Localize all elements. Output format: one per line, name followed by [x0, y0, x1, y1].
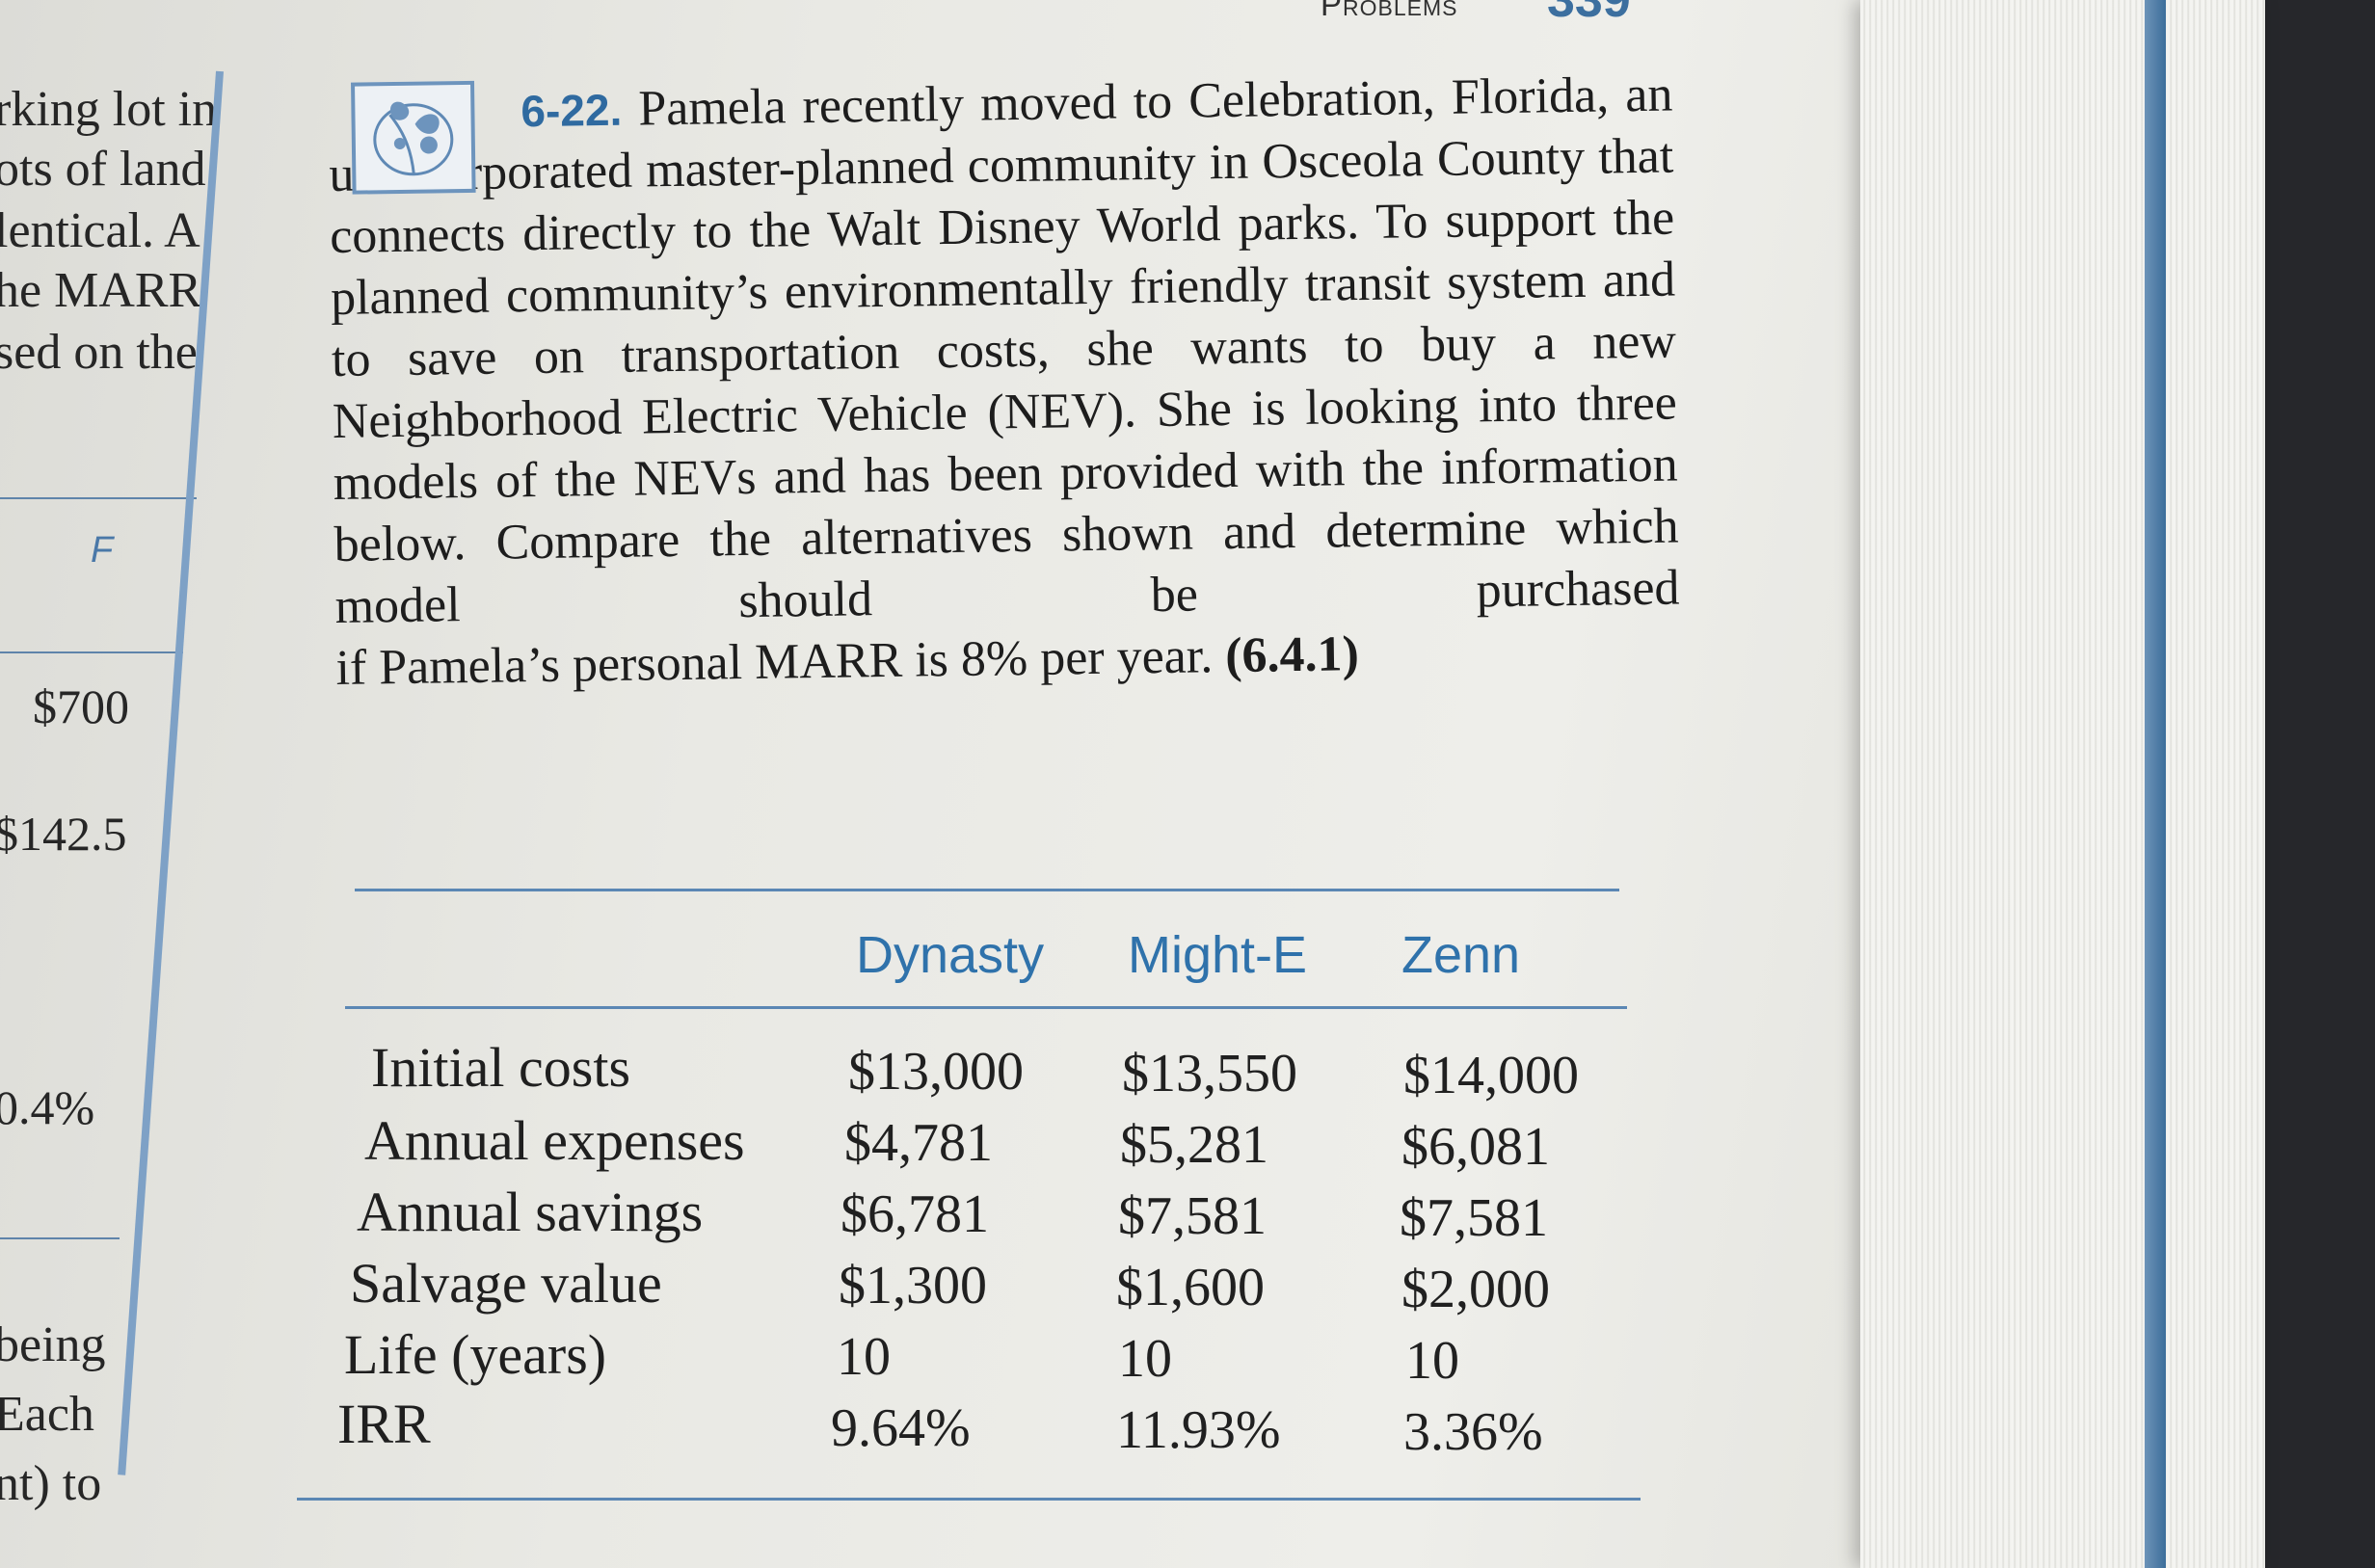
left-value: $142.5	[0, 807, 127, 861]
section-reference: (6.4.1)	[1224, 626, 1360, 684]
problem-6-22: 6-22. Pamela recently moved to Celebrati…	[328, 65, 1681, 700]
left-column-label: F	[91, 530, 114, 571]
column-header-might-e: Might-E	[1128, 926, 1308, 984]
table-cell: $1,600	[1116, 1258, 1265, 1317]
table-cell: $7,581	[1400, 1188, 1548, 1248]
table-cell: $7,581	[1118, 1186, 1267, 1246]
problem-line: community’s environmentally friendly tra…	[505, 252, 1676, 324]
table-header-rule	[345, 1006, 1627, 1009]
table-cell: $14,000	[1403, 1046, 1579, 1105]
table-top-rule	[355, 889, 1619, 891]
table-cell: $6,081	[1401, 1117, 1550, 1177]
table-cell: $1,300	[839, 1256, 987, 1316]
problem-number: 6-22.	[520, 84, 623, 137]
table-cell: $6,781	[841, 1184, 989, 1244]
left-rule	[0, 1237, 120, 1239]
problem-line: to save on transportation costs, she wan…	[331, 313, 1677, 387]
book-edge-blue-band	[2145, 0, 2166, 1568]
table-cell: 3.36%	[1403, 1402, 1543, 1462]
table-cell: $13,000	[848, 1042, 1024, 1102]
book-page-edges	[1860, 0, 2265, 1568]
left-rule	[0, 651, 183, 653]
leaf-icon	[350, 80, 476, 195]
row-label: Annual savings	[357, 1181, 704, 1243]
left-text-line: lentical. A	[0, 203, 200, 258]
problem-line: Neighborhood Electric Vehicle (NEV). She…	[332, 378, 1459, 449]
row-label: IRR	[337, 1393, 431, 1455]
table-cell: 11.93%	[1116, 1400, 1281, 1460]
left-rule	[0, 497, 197, 499]
problem-line: Pamela recently moved to Celebration,	[637, 69, 1436, 137]
row-label: Life (years)	[344, 1323, 607, 1386]
left-text-line: sed on the	[0, 325, 198, 380]
row-label: Salvage value	[350, 1252, 662, 1315]
row-label: Initial costs	[371, 1036, 631, 1099]
left-text-line: being	[0, 1317, 106, 1372]
table-cell: 9.64%	[831, 1398, 971, 1458]
table-cell: $5,281	[1120, 1115, 1268, 1175]
table-cell: $2,000	[1401, 1260, 1550, 1319]
problem-text: 6-22. Pamela recently moved to Celebrati…	[328, 65, 1681, 700]
left-text-line: rking lot in	[0, 82, 218, 137]
table-cell: 10	[1118, 1329, 1172, 1389]
left-text-line: Each	[0, 1387, 94, 1442]
left-value: 0.4%	[0, 1080, 95, 1134]
table-cell: $13,550	[1122, 1044, 1297, 1103]
page-number: 339	[1547, 0, 1631, 28]
table-cell: 10	[1405, 1331, 1459, 1391]
textbook-page: Problems 339 rking lot in ots of land, l…	[0, 0, 2101, 1568]
left-value: $700	[33, 679, 129, 733]
left-text-line: ots of land,	[0, 142, 219, 197]
column-header-zenn: Zenn	[1401, 926, 1521, 984]
table-bottom-rule	[297, 1498, 1641, 1501]
row-label: Annual expenses	[364, 1109, 745, 1172]
table-cell: $4,781	[844, 1113, 993, 1173]
column-header-dynasty: Dynasty	[856, 926, 1045, 984]
running-head: Problems	[1321, 0, 1458, 22]
left-text-line: he MARR	[0, 263, 202, 318]
problem-line: if Pamela’s personal MARR is 8% per year…	[335, 628, 1214, 696]
table-cell: 10	[837, 1327, 891, 1387]
left-text-line: nt) to	[0, 1456, 102, 1511]
